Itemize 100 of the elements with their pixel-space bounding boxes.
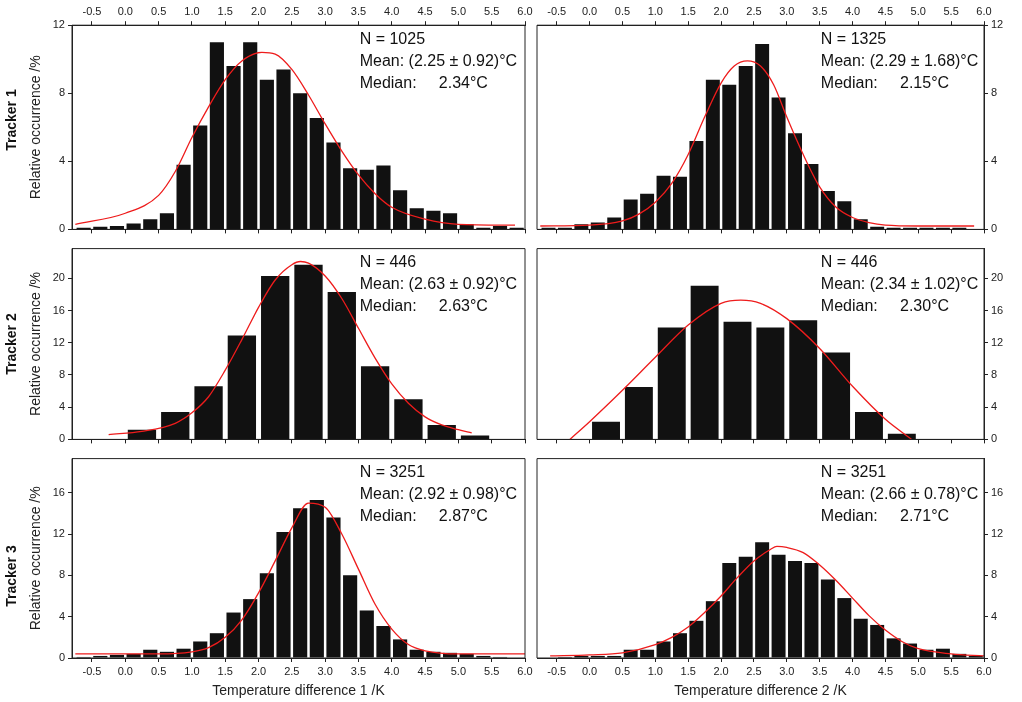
x-tick-label: 2.5 xyxy=(746,664,762,677)
annotation: Mean: (2.92 ± 0.98)°C xyxy=(359,485,518,503)
y-tick-label: 8 xyxy=(58,368,65,381)
x2-tick-label: 0.5 xyxy=(150,4,167,17)
y-tick-label: 0 xyxy=(58,432,65,445)
y2-tick-label: 4 xyxy=(991,400,998,413)
y-tick-label: 16 xyxy=(52,303,65,316)
x-tick-label: 6.0 xyxy=(517,664,533,677)
x-tick-label: 3.5 xyxy=(350,664,367,677)
annotation: Median: 2.87°C xyxy=(359,507,488,525)
x2-tick-label: 3.0 xyxy=(779,4,795,17)
y2-tick-label: 8 xyxy=(991,568,998,581)
x-tick-label: 2.0 xyxy=(250,664,267,677)
x-tick-label: 4.5 xyxy=(417,664,433,677)
y2-tick-label: 12 xyxy=(991,527,1004,540)
text: Tracker 1 xyxy=(3,88,19,151)
annotation: Mean: (2.63 ± 0.92)°C xyxy=(359,275,518,293)
text: Tracker 2 xyxy=(3,313,19,375)
y2-tick-label: 8 xyxy=(991,368,998,381)
x2-tick-label: -0.5 xyxy=(547,4,567,17)
y-tick-label: 16 xyxy=(52,485,65,498)
annotation: Median: 2.30°C xyxy=(820,297,950,315)
y-tick-label: 8 xyxy=(58,568,65,581)
y2-tick-label: 16 xyxy=(991,303,1004,316)
y2-tick-label: 12 xyxy=(991,335,1004,348)
x-tick-label: 2.0 xyxy=(713,664,729,677)
x2-tick-label: 4.5 xyxy=(417,4,433,17)
x2-tick-label: 1.5 xyxy=(680,4,696,17)
annotation: N = 3251 xyxy=(820,463,887,481)
x-tick-label: 3.0 xyxy=(779,664,795,677)
y-tick-label: 4 xyxy=(58,400,65,413)
y2-tick-label: 4 xyxy=(991,609,998,622)
y-tick-label: 0 xyxy=(58,222,65,235)
annotation: Median: 2.71°C xyxy=(820,507,950,525)
annotation: N = 1325 xyxy=(820,29,887,47)
x2-tick-label: 4.5 xyxy=(877,4,894,17)
x-tick-label: 5.5 xyxy=(943,664,959,677)
annotation: Mean: (2.66 ± 0.78)°C xyxy=(820,485,979,503)
x-tick-label: 6.0 xyxy=(976,664,992,677)
y-tick-label: 12 xyxy=(52,335,65,348)
y-tick-label: 4 xyxy=(58,609,65,622)
y-tick-label: 4 xyxy=(58,154,65,167)
x-tick-label: 4.0 xyxy=(384,664,400,677)
x-tick-label: 1.5 xyxy=(217,664,233,677)
x-axis-title: Temperature difference 2 /K xyxy=(674,682,848,699)
x2-tick-label: 0.0 xyxy=(581,4,598,17)
x2-tick-label: 2.0 xyxy=(250,4,267,17)
x-tick-label: 1.5 xyxy=(680,664,696,677)
x-tick-label: 5.0 xyxy=(910,664,926,677)
x-tick-label: 0.0 xyxy=(581,664,598,677)
x-tick-label: 5.5 xyxy=(484,664,500,677)
x-tick-label: 0.0 xyxy=(117,664,133,677)
text: Tracker 3 xyxy=(3,544,19,607)
x2-tick-label: 0.5 xyxy=(614,4,631,17)
y-axis-title: Relative occurrence /% xyxy=(27,272,44,416)
annotation: Median: 2.63°C xyxy=(359,297,488,315)
x-tick-label: 4.5 xyxy=(877,664,894,677)
x2-tick-label: 2.5 xyxy=(284,4,300,17)
y-tick-label: 12 xyxy=(52,18,65,31)
x2-tick-label: 4.0 xyxy=(844,4,861,17)
y-tick-label: 8 xyxy=(58,86,65,99)
y2-tick-label: 4 xyxy=(991,154,998,167)
y-axis-title: Relative occurrence /% xyxy=(27,486,44,631)
y-axis-title: Relative occurrence /% xyxy=(27,55,44,200)
x-tick-label: 3.5 xyxy=(812,664,828,677)
x2-tick-label: 5.0 xyxy=(910,4,926,17)
x2-tick-label: 1.0 xyxy=(647,4,663,17)
y2-tick-label: 8 xyxy=(991,86,998,99)
annotation: N = 446 xyxy=(359,253,417,271)
annotation: N = 1025 xyxy=(359,29,426,47)
x-tick-label: 1.0 xyxy=(647,664,663,677)
x2-tick-label: 6.0 xyxy=(976,4,992,17)
x2-tick-label: 1.0 xyxy=(184,4,200,17)
x-axis-title: Temperature difference 1 /K xyxy=(212,682,386,699)
x2-tick-label: 3.5 xyxy=(350,4,367,17)
x-tick-label: -0.5 xyxy=(82,664,102,677)
x-tick-label: 4.0 xyxy=(844,664,861,677)
x2-tick-label: 3.5 xyxy=(812,4,828,17)
x-tick-label: 0.5 xyxy=(150,664,167,677)
y2-tick-label: 0 xyxy=(991,222,998,235)
y2-tick-label: 12 xyxy=(991,18,1004,31)
x2-tick-label: 2.0 xyxy=(713,4,729,17)
annotation: Mean: (2.25 ± 0.92)°C xyxy=(359,51,518,69)
x-tick-label: -0.5 xyxy=(547,664,567,677)
y2-tick-label: 0 xyxy=(991,432,998,445)
x2-tick-label: 1.5 xyxy=(217,4,233,17)
x-tick-label: 2.5 xyxy=(284,664,300,677)
x2-tick-label: 4.0 xyxy=(384,4,400,17)
x2-tick-label: 6.0 xyxy=(517,4,533,17)
y2-tick-label: 0 xyxy=(991,651,998,664)
annotation: N = 446 xyxy=(820,253,878,271)
annotation: Mean: (2.34 ± 1.02)°C xyxy=(820,275,979,293)
y2-tick-label: 16 xyxy=(991,485,1004,498)
annotation: Median: 2.15°C xyxy=(820,73,950,91)
y-tick-label: 12 xyxy=(52,527,65,540)
x2-tick-label: 5.5 xyxy=(943,4,959,17)
annotation: N = 3251 xyxy=(359,463,426,481)
x2-tick-label: -0.5 xyxy=(82,4,102,17)
annotation: Mean: (2.29 ± 1.68)°C xyxy=(820,51,979,69)
x-tick-label: 3.0 xyxy=(317,664,333,677)
